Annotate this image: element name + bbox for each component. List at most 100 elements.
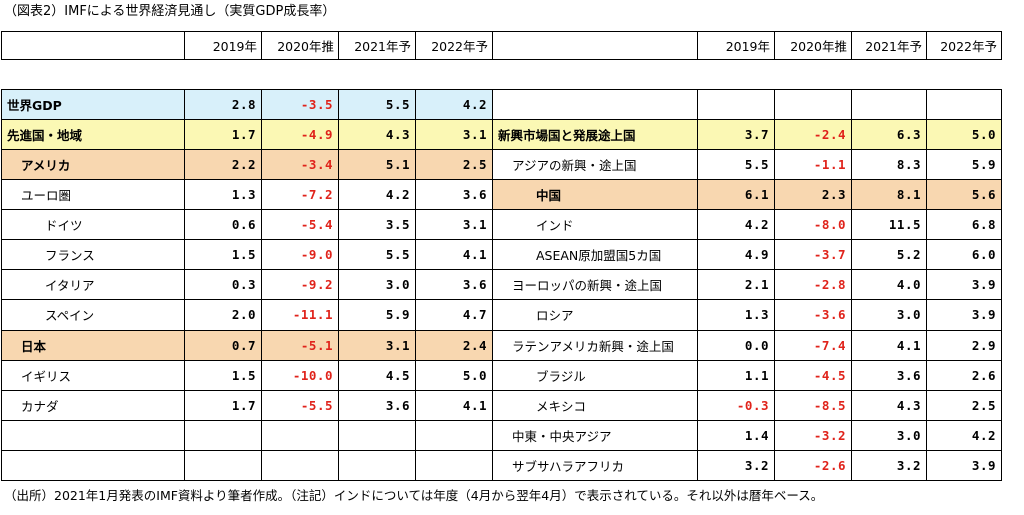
left-region-label: イギリス: [1, 359, 185, 391]
right-region-label: ロシア: [492, 299, 698, 331]
right-value-cell: 3.6: [851, 359, 927, 391]
right-value-cell: 1.4: [697, 419, 775, 451]
table-row: フランス 1.5 -9.0 5.5 4.1 ASEAN原加盟国5カ国 4.9 -3.7 5.2 6…: [1, 239, 1002, 271]
table-row: 世界GDP 2.8 -3.5 5.5 4.2: [1, 88, 1002, 121]
left-value-cell: 5.5: [338, 239, 416, 271]
right-value-cell: 3.0: [851, 419, 927, 451]
left-region-label: イタリア: [1, 269, 185, 301]
left-value-cell: -9.2: [261, 269, 339, 301]
right-value-cell: 5.9: [926, 149, 1002, 181]
left-value-cell: 4.3: [338, 119, 416, 151]
right-value-cell: 6.3: [851, 119, 927, 151]
header-year-2022-left: 2022年予: [415, 31, 493, 60]
right-value-cell: [851, 88, 927, 121]
right-value-cell: [926, 88, 1002, 121]
left-value-cell: -7.2: [261, 179, 339, 211]
right-value-cell: 5.6: [926, 179, 1002, 211]
header-year-2022-right: 2022年予: [926, 31, 1002, 60]
left-region-label: 世界GDP: [1, 88, 185, 121]
left-value-cell: -3.5: [261, 88, 339, 121]
right-value-cell: 3.7: [697, 119, 775, 151]
right-value-cell: -0.3: [697, 389, 775, 421]
left-value-cell: 0.3: [184, 269, 262, 301]
right-value-cell: 8.1: [851, 179, 927, 211]
left-value-cell: 5.0: [415, 359, 493, 391]
right-value-cell: -1.1: [774, 149, 852, 181]
right-value-cell: -2.4: [774, 119, 852, 151]
left-region-label: ユーロ圏: [1, 179, 185, 211]
left-value-cell: -5.1: [261, 329, 339, 361]
left-value-cell: 3.1: [415, 209, 493, 241]
header-year-2021-left: 2021年予: [338, 31, 416, 60]
right-value-cell: -3.6: [774, 299, 852, 331]
left-value-cell: [415, 449, 493, 482]
page-title: （図表2）IMFによる世界経済見通し（実質GDP成長率）: [4, 4, 336, 19]
left-value-cell: 3.1: [415, 119, 493, 151]
left-value-cell: 1.3: [184, 179, 262, 211]
right-value-cell: 1.1: [697, 359, 775, 391]
left-value-cell: 1.5: [184, 239, 262, 271]
left-value-cell: 4.2: [415, 88, 493, 121]
left-region-label: カナダ: [1, 389, 185, 421]
left-value-cell: 4.1: [415, 389, 493, 421]
left-value-cell: [184, 449, 262, 482]
left-value-cell: 3.1: [338, 329, 416, 361]
header-label-cell-left: [1, 31, 185, 60]
right-value-cell: 2.6: [926, 359, 1002, 391]
table-row: イギリス 1.5 -10.0 4.5 5.0 ブラジル 1.1 -4.5 3.6 2.6: [1, 359, 1002, 391]
table-row: サブサハラアフリカ 3.2 -2.6 3.2 3.9: [1, 449, 1002, 482]
left-region-label: アメリカ: [1, 149, 185, 181]
table-row: 日本 0.7 -5.1 3.1 2.4 ラテンアメリカ新興・途上国 0.0 -7.4 4.1 2.…: [1, 329, 1002, 361]
right-region-label: ヨーロッパの新興・途上国: [492, 269, 698, 301]
table-row: アメリカ 2.2 -3.4 5.1 2.5 アジアの新興・途上国 5.5 -1.1 8.3 5.9: [1, 149, 1002, 181]
right-value-cell: -2.6: [774, 449, 852, 482]
header-row: 2019年 2020年推 2021年予 2022年予 2019年 2020年推 …: [1, 31, 1002, 60]
right-value-cell: 2.5: [926, 389, 1002, 421]
right-value-cell: 4.2: [697, 209, 775, 241]
right-region-label: [492, 88, 698, 121]
right-value-cell: 3.9: [926, 269, 1002, 301]
table-row: イタリア 0.3 -9.2 3.0 3.6 ヨーロッパの新興・途上国 2.1 -2.8 4.0 3…: [1, 269, 1002, 301]
left-value-cell: 0.6: [184, 209, 262, 241]
right-value-cell: -3.2: [774, 419, 852, 451]
left-value-cell: 4.5: [338, 359, 416, 391]
right-value-cell: 3.9: [926, 299, 1002, 331]
left-value-cell: 1.7: [184, 389, 262, 421]
left-region-label: ドイツ: [1, 209, 185, 241]
footnote: （出所）2021年1月発表のIMF資料より筆者作成。（注記）インドについては年度…: [4, 488, 824, 503]
left-region-label: スペイン: [1, 299, 185, 331]
left-value-cell: 0.7: [184, 329, 262, 361]
left-value-cell: [184, 419, 262, 451]
right-region-label: メキシコ: [492, 389, 698, 421]
right-value-cell: 2.9: [926, 329, 1002, 361]
right-region-label: ブラジル: [492, 359, 698, 391]
right-value-cell: -8.5: [774, 389, 852, 421]
left-region-label: フランス: [1, 239, 185, 271]
right-value-cell: -2.8: [774, 269, 852, 301]
left-value-cell: [261, 449, 339, 482]
right-region-label: 新興市場国と発展途上国: [492, 119, 698, 151]
left-value-cell: [415, 419, 493, 451]
left-value-cell: 3.6: [338, 389, 416, 421]
right-value-cell: 0.0: [697, 329, 775, 361]
right-value-cell: [774, 88, 852, 121]
right-value-cell: 4.0: [851, 269, 927, 301]
left-region-label: 日本: [1, 329, 185, 361]
right-value-cell: 11.5: [851, 209, 927, 241]
right-value-cell: 5.0: [926, 119, 1002, 151]
right-value-cell: 6.0: [926, 239, 1002, 271]
right-value-cell: 4.3: [851, 389, 927, 421]
right-region-label: ASEAN原加盟国5カ国: [492, 239, 698, 271]
right-value-cell: [697, 88, 775, 121]
left-value-cell: -11.1: [261, 299, 339, 331]
left-value-cell: [338, 449, 416, 482]
left-value-cell: 4.7: [415, 299, 493, 331]
left-value-cell: 1.5: [184, 359, 262, 391]
growth-table: 世界GDP 2.8 -3.5 5.5 4.2 先進国・地域 1.7 -4.9 4.3 3.1 新興市…: [1, 88, 1002, 482]
table-row: スペイン 2.0 -11.1 5.9 4.7 ロシア 1.3 -3.6 3.0 3.9: [1, 299, 1002, 331]
left-value-cell: 2.2: [184, 149, 262, 181]
left-value-cell: -5.5: [261, 389, 339, 421]
left-value-cell: 4.2: [338, 179, 416, 211]
right-value-cell: -8.0: [774, 209, 852, 241]
right-region-label: ラテンアメリカ新興・途上国: [492, 329, 698, 361]
